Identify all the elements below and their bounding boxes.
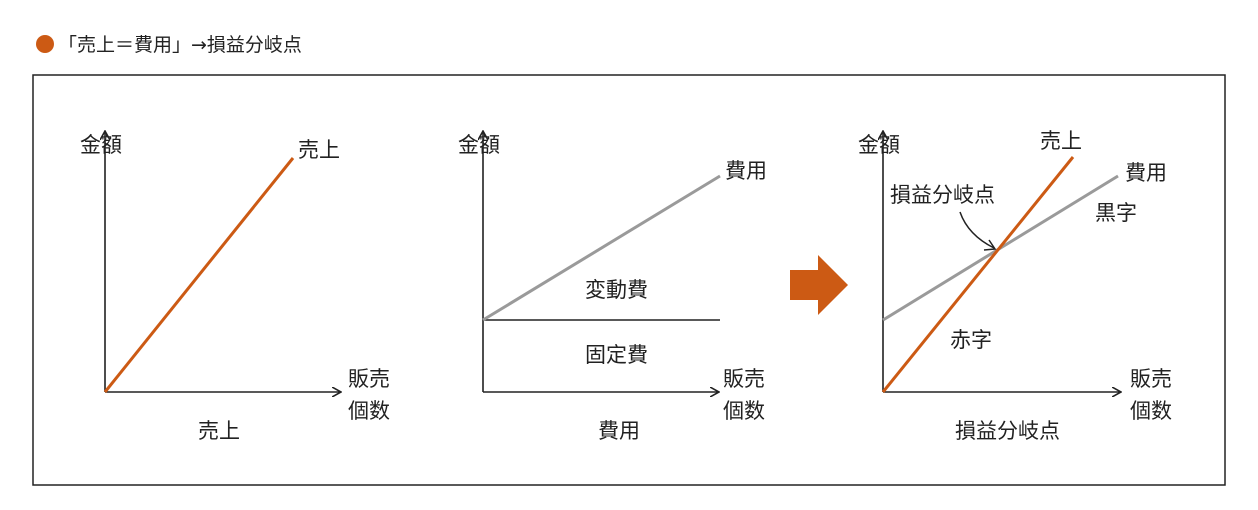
profit-label: 黒字 [1095,201,1137,225]
sales-line-label: 売上 [298,138,340,162]
caption: 損益分岐点 [955,419,1060,443]
loss-label: 赤字 [950,328,992,352]
y-axis-label: 金額 [858,133,900,157]
fixed-cost-label: 固定費 [585,343,648,367]
x-axis-label-2: 個数 [348,399,390,423]
y-axis-label: 金額 [80,133,122,157]
x-axis-label-1: 販売 [723,367,765,391]
x-axis-label-2: 個数 [723,399,765,423]
right-arrow-icon [790,255,848,315]
break-even-pointer [959,211,995,249]
variable-cost-label: 変動費 [585,278,648,302]
caption: 売上 [198,419,240,443]
sales-line-label: 売上 [1040,129,1082,153]
break-even-label: 損益分岐点 [890,183,995,207]
frame [32,74,1226,486]
pointer-arrowhead-icon [983,239,997,251]
panel-cost: 金額 費用 変動費 固定費 販売 個数 費用 [458,131,767,443]
cost-line-label: 費用 [725,159,767,183]
x-axis-label-1: 販売 [348,367,390,391]
heading-text: 「売上＝費用」→損益分岐点 [58,34,302,56]
bullet-dot-icon [36,34,54,53]
cost-line-label: 費用 [1125,161,1167,185]
sales-line [881,156,1075,393]
heading: 「売上＝費用」→損益分岐点 [36,30,302,57]
panel-sales: 金額 売上 販売 個数 売上 [80,131,390,443]
caption: 費用 [598,419,640,443]
cost-line [482,174,721,322]
panel-break-even: 金額 売上 費用 損益分岐点 黒字 赤字 販売 個数 損益分岐点 [858,129,1172,443]
sales-line [103,157,295,393]
x-axis-label-2: 個数 [1130,399,1172,423]
x-axis-label-1: 販売 [1130,367,1172,391]
y-axis-label: 金額 [458,133,500,157]
